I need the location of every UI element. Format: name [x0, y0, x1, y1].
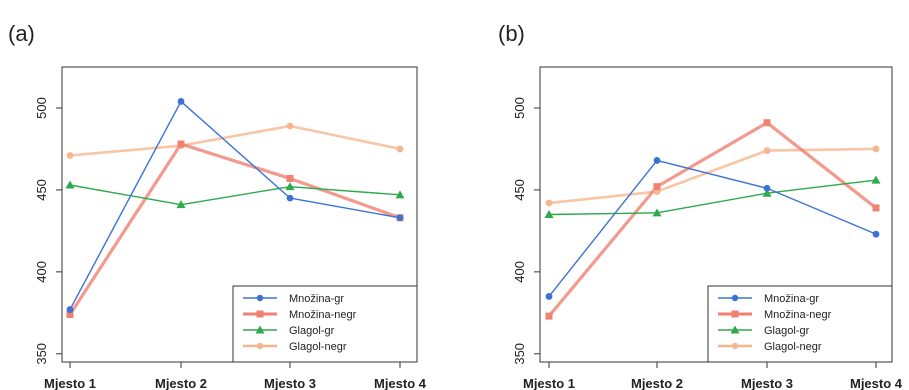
- legend-marker: [255, 325, 265, 334]
- legend-label: Množina-negr: [764, 309, 832, 321]
- y-tick-label: 450: [512, 179, 527, 201]
- x-tick-label: Mjesto 4: [374, 376, 427, 390]
- y-tick-label: 500: [512, 97, 527, 119]
- data-point-marker: [395, 190, 405, 199]
- legend-label: Množina-negr: [289, 309, 357, 321]
- legend-marker: [731, 294, 739, 302]
- x-tick-label: Mjesto 2: [631, 376, 683, 390]
- y-tick-label: 350: [34, 343, 49, 365]
- y-tick-label: 400: [512, 261, 527, 283]
- series-line: [548, 179, 877, 216]
- data-point-marker: [285, 182, 295, 191]
- legend-marker: [731, 310, 739, 318]
- series-line: [69, 124, 401, 157]
- data-point-marker: [65, 180, 75, 189]
- y-tick-label: 450: [34, 179, 49, 201]
- data-point-marker: [652, 208, 662, 217]
- legend-marker: [256, 310, 264, 318]
- data-point-marker: [763, 119, 771, 127]
- series-line: [547, 121, 877, 318]
- legend-label: Glagol-negr: [764, 341, 822, 353]
- data-point-marker: [872, 145, 880, 153]
- data-point-marker: [177, 140, 185, 148]
- panel-label: (b): [498, 21, 525, 46]
- series-line: [68, 142, 401, 316]
- data-point-marker: [763, 147, 771, 154]
- legend-label: Množina-gr: [289, 293, 344, 305]
- data-point-marker: [66, 152, 74, 159]
- data-point-marker: [177, 98, 185, 105]
- y-tick-label: 400: [34, 261, 49, 283]
- data-point-marker: [871, 175, 881, 184]
- data-point-marker: [872, 204, 880, 212]
- data-point-marker: [286, 174, 294, 182]
- data-point-marker: [653, 157, 661, 164]
- legend-marker: [730, 325, 740, 334]
- data-point-marker: [762, 188, 772, 197]
- data-point-marker: [286, 194, 294, 202]
- x-tick-label: Mjesto 1: [523, 376, 575, 390]
- x-tick-label: Mjesto 3: [264, 376, 316, 390]
- data-point-marker: [545, 293, 553, 300]
- panel-label: (a): [8, 21, 35, 46]
- data-point-marker: [286, 122, 294, 130]
- data-point-marker: [396, 145, 404, 153]
- data-point-marker: [763, 184, 771, 192]
- series-line: [548, 159, 877, 297]
- legend: Množina-gr Množina-negr Glagol-gr Glagol-ne…: [707, 285, 893, 363]
- legend-marker: [256, 342, 264, 350]
- x-tick-label: Mjesto 3: [741, 376, 793, 390]
- legend-label: Glagol-gr: [289, 325, 335, 337]
- data-point-marker: [653, 183, 661, 191]
- legend-label: Glagol-negr: [289, 341, 347, 353]
- data-point-marker: [545, 312, 553, 320]
- data-point-marker: [176, 200, 186, 209]
- legend-marker: [256, 294, 264, 302]
- chart-panel-2: (b) 350 400 450 500 Mjesto 1 Mjesto 2 Mjesto 3 M…: [498, 21, 903, 390]
- legend-marker: [731, 342, 739, 350]
- data-point-marker: [66, 306, 74, 313]
- x-tick-label: Mjesto 4: [850, 376, 903, 390]
- legend: Množina-gr Množina-negr Glagol-gr Glagol-ne…: [232, 285, 418, 363]
- y-tick-label: 350: [512, 343, 527, 365]
- series-line: [548, 147, 877, 205]
- y-tick-label: 500: [34, 97, 49, 119]
- series-line: [69, 100, 401, 310]
- x-tick-label: Mjesto 1: [44, 376, 96, 390]
- data-point-marker: [396, 214, 404, 222]
- data-point-marker: [545, 199, 553, 207]
- legend-label: Glagol-gr: [764, 325, 810, 337]
- data-point-marker: [66, 310, 74, 318]
- legend-label: Množina-gr: [764, 293, 819, 305]
- x-tick-label: Mjesto 2: [155, 376, 207, 390]
- chart-panel-1: (a) 350 400 450 500 Mjesto 1 Mjesto 2 Mjesto 3 M…: [8, 21, 427, 390]
- data-point-marker: [544, 210, 554, 218]
- data-point-marker: [872, 230, 880, 238]
- series-line: [69, 184, 401, 206]
